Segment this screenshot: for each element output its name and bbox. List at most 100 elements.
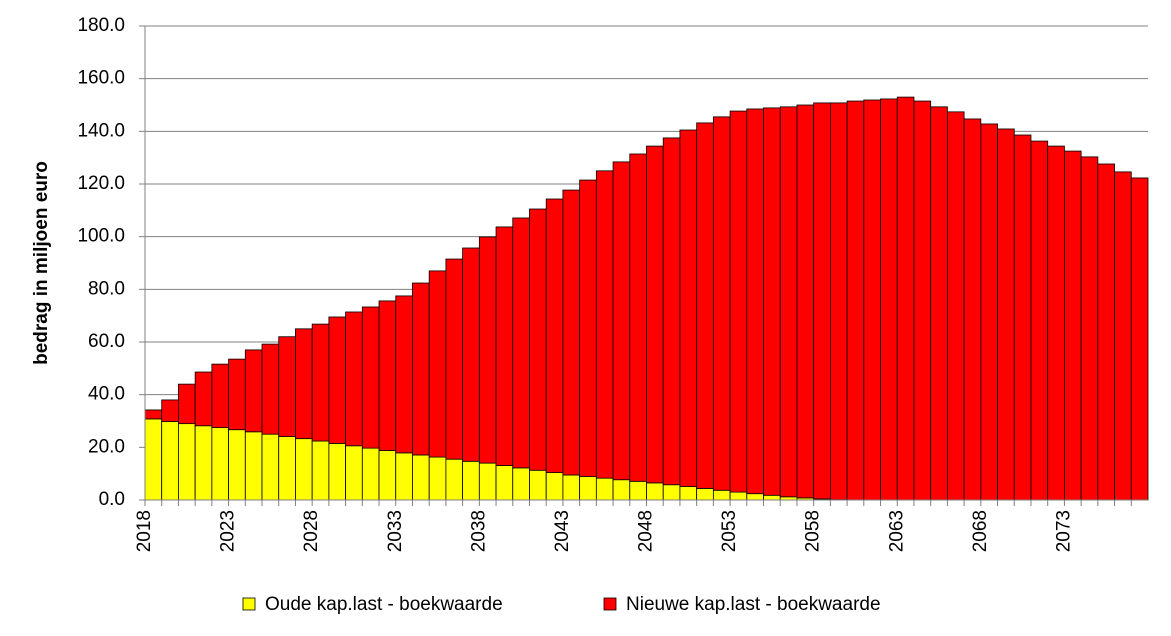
bar-segment [896,96,915,501]
bar-segment [512,217,530,469]
bar-segment [579,179,597,477]
bar-segment [997,128,1015,501]
bar-segment [679,129,698,487]
bar-segment [261,433,280,501]
bar-segment [980,123,998,501]
bar-segment [1130,177,1149,501]
bar-segment [378,450,397,501]
legend-label: Oude kap.last - boekwaarde [265,594,503,615]
bar-segment [1064,150,1082,501]
legend-swatch [603,597,617,611]
y-tick-label: 180.0 [77,15,125,36]
y-tick-label: 160.0 [77,68,125,89]
x-tick-label: 2038 [468,510,489,552]
bar-segment [278,436,296,501]
y-tick-label: 60.0 [88,331,125,352]
bar-segment [595,170,614,479]
bar-segment [495,465,514,501]
bar-segment [462,247,480,462]
bar-segment [194,425,213,501]
x-tick-label: 2068 [970,510,991,552]
bar-segment [361,447,380,501]
y-tick-label: 20.0 [88,436,125,457]
bar-segment [629,153,647,482]
bar-segment [662,484,681,501]
bar-segment [1080,156,1099,501]
bar-segment [963,118,982,501]
bar-segment [178,383,196,425]
x-tick-label: 2053 [719,510,740,552]
bar-segment [863,99,881,501]
x-tick-label: 2043 [552,510,573,552]
bar-segment [562,189,581,476]
bar-segment [612,479,631,501]
bar-segment [930,106,948,501]
bar-segment [512,467,530,501]
bar-segment [529,469,547,501]
bar-segment [194,371,213,427]
bar-segment [445,458,464,501]
y-tick-label: 80.0 [88,278,125,299]
bar-segment [345,311,363,447]
bar-segment [478,236,497,464]
bar-segment [228,358,246,431]
bar-segment [328,442,346,501]
y-tick-label: 120.0 [77,173,125,194]
y-tick-label: 100.0 [77,226,125,247]
bar-segment [378,300,397,451]
bar-segment [829,102,848,501]
bar-segment [445,258,464,460]
bar-segment [161,421,179,501]
y-tick-label: 40.0 [88,384,125,405]
bar-segment [562,474,581,501]
bar-segment [913,100,932,501]
bar-segment [1097,163,1115,501]
bar-segment [395,452,413,501]
bar-segment [144,418,163,501]
bar-segment [1030,140,1049,501]
x-tick-label: 2058 [803,510,824,552]
x-tick-label: 2063 [886,510,907,552]
bar-segment [478,462,497,501]
bar-segment [696,122,714,489]
bar-segment [278,336,296,437]
y-axis-label: bedrag in miljoen euro [31,161,52,365]
bar-segment [295,438,313,501]
bar-segment [646,482,664,501]
bar-segment [729,491,748,501]
bar-segment [395,295,413,454]
bar-segment [211,427,229,501]
bar-segment [211,363,229,428]
bar-segment [1047,145,1065,501]
bar-segment [796,104,815,499]
bar-segment [763,494,781,501]
bar-segment [1114,171,1132,501]
bar-segment [779,106,798,498]
bar-segment [311,323,330,442]
bar-segment [612,161,631,481]
bar-segment [746,108,764,495]
bar-segment [361,306,380,449]
bar-segment [244,349,263,433]
bar-segment [813,102,831,500]
x-tick-label: 2048 [636,510,657,552]
bar-segment [178,423,196,501]
bar-segment [428,456,447,501]
bar-segment [763,107,781,496]
bar-segment [428,270,447,458]
bar-segment [295,328,313,440]
bar-segment [679,486,698,501]
bar-segment [545,472,564,501]
bar-segment [662,137,681,486]
bar-segment [696,488,714,501]
y-tick-label: 0.0 [99,489,125,510]
bar-segment [646,145,664,484]
bar-segment [311,440,330,501]
bar-segment [746,493,764,501]
legend-label: Nieuwe kap.last - boekwaarde [626,594,881,615]
bar-segment [495,226,514,466]
y-tick-label: 140.0 [77,120,125,141]
x-tick-label: 2018 [134,510,155,552]
bar-segment [462,460,480,501]
